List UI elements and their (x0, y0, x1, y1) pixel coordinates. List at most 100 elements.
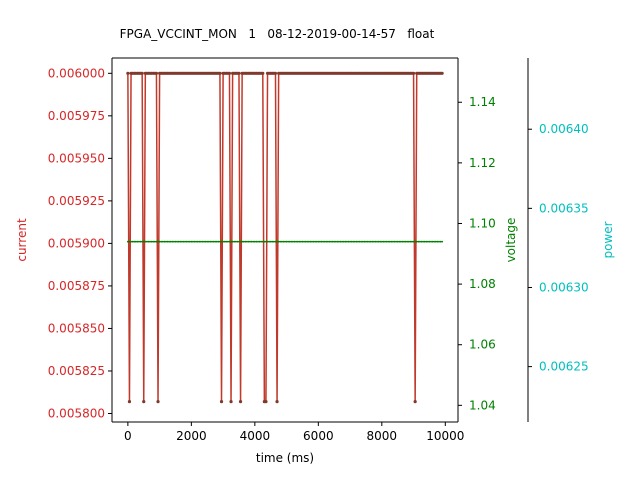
voltage-point (276, 240, 278, 243)
voltage-point (325, 240, 328, 243)
voltage-point (185, 240, 188, 243)
voltage-point (304, 240, 307, 243)
voltage-point (317, 240, 320, 243)
current-point (261, 71, 265, 75)
voltage-point (379, 240, 382, 243)
current-point (229, 399, 233, 404)
voltage-point (150, 240, 153, 243)
voltage-point (380, 240, 383, 243)
x-tick-label: 2000 (176, 429, 207, 443)
voltage-point (174, 240, 177, 243)
current-tick-label: 0.005800 (48, 406, 105, 420)
voltage-point (396, 240, 399, 243)
voltage-point (404, 240, 407, 243)
voltage-point (138, 240, 140, 243)
voltage-point (401, 240, 404, 243)
voltage-point (358, 240, 361, 243)
voltage-point (336, 240, 339, 243)
voltage-point (131, 240, 134, 243)
current-point (127, 399, 132, 404)
voltage-point (207, 240, 210, 243)
current-tick-label: 0.005850 (48, 321, 105, 335)
voltage-point (350, 240, 353, 243)
voltage-point (293, 240, 296, 243)
voltage-point (192, 240, 194, 243)
voltage-point (226, 240, 229, 243)
voltage-point (319, 240, 321, 243)
voltage-point (398, 240, 401, 243)
voltage-point (238, 240, 240, 243)
voltage-point (206, 240, 209, 243)
voltage-point (242, 240, 245, 243)
voltage-point (434, 240, 437, 243)
voltage-point (433, 240, 436, 243)
voltage-point (436, 240, 439, 243)
voltage-point (274, 240, 277, 243)
voltage-point (193, 240, 196, 243)
x-tick-label: 10000 (426, 429, 464, 443)
voltage-point (266, 240, 269, 243)
current-line (127, 72, 443, 403)
voltage-point (277, 240, 280, 243)
voltage-point (252, 240, 255, 243)
voltage-point (411, 240, 413, 243)
voltage-point (323, 240, 326, 243)
voltage-point (372, 240, 375, 243)
voltage-point (182, 240, 185, 243)
voltage-point (298, 240, 301, 243)
voltage-point (146, 240, 148, 243)
voltage-point (431, 240, 434, 243)
voltage-point (168, 240, 171, 243)
voltage-point (417, 240, 420, 243)
voltage-point (295, 240, 298, 243)
voltage-tick-label: 1.04 (469, 398, 496, 412)
x-ticks: 0 2000 4000 6000 8000 10000 (124, 422, 464, 443)
voltage-point (423, 240, 426, 243)
voltage-point (320, 240, 323, 243)
voltage-point (130, 240, 132, 243)
voltage-point (312, 240, 315, 243)
voltage-point (344, 240, 347, 243)
voltage-point (214, 240, 217, 243)
voltage-point (328, 240, 331, 243)
voltage-point (246, 240, 248, 243)
voltage-point (425, 240, 428, 243)
current-axis-label: current (15, 218, 29, 262)
voltage-point (314, 240, 317, 243)
voltage-point (271, 240, 274, 243)
voltage-point (387, 240, 390, 243)
voltage-point (171, 240, 174, 243)
voltage-point (212, 240, 215, 243)
voltage-point (412, 240, 415, 243)
current-point (237, 71, 241, 75)
voltage-point (196, 240, 199, 243)
voltage-point (282, 240, 285, 243)
voltage-point (265, 240, 267, 243)
voltage-point (357, 240, 359, 243)
voltage-point (420, 240, 423, 243)
voltage-point (326, 240, 329, 243)
voltage-point (377, 240, 380, 243)
current-tick-label: 0.006000 (48, 66, 105, 80)
voltage-point (285, 240, 288, 243)
current-point (219, 399, 224, 404)
voltage-point (299, 240, 302, 243)
voltage-point (209, 240, 212, 243)
voltage-point (309, 240, 312, 243)
voltage-point (365, 240, 367, 243)
voltage-point (331, 240, 334, 243)
chart-title: FPGA_VCCINT_MON 1 08-12-2019-00-14-57 fl… (120, 27, 435, 41)
voltage-point (195, 240, 198, 243)
voltage-point (334, 240, 337, 243)
power-tick-label: 0.00630 (539, 280, 589, 294)
voltage-point (392, 240, 394, 243)
voltage-point (198, 240, 201, 243)
voltage-point (280, 240, 283, 243)
voltage-point (211, 240, 213, 243)
voltage-point (158, 240, 161, 243)
current-tick-label: 0.005875 (48, 279, 105, 293)
voltage-point (406, 240, 409, 243)
voltage-point (284, 240, 286, 243)
voltage-point (165, 240, 167, 243)
voltage-point (341, 240, 344, 243)
